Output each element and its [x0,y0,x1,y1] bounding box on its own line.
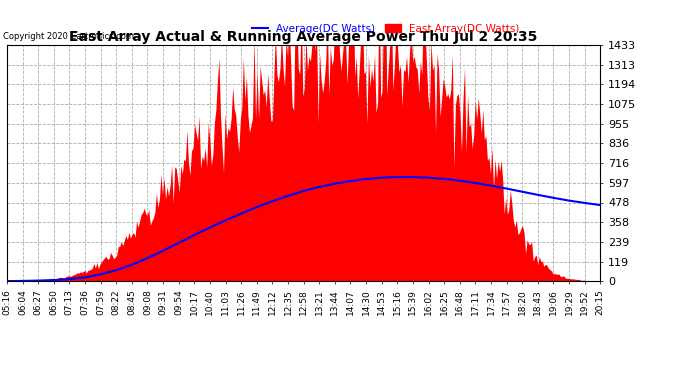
Text: Copyright 2020 Cartronics.com: Copyright 2020 Cartronics.com [3,32,135,41]
Legend: Average(DC Watts), East Array(DC Watts): Average(DC Watts), East Array(DC Watts) [248,20,524,38]
Title: East Array Actual & Running Average Power Thu Jul 2 20:35: East Array Actual & Running Average Powe… [70,30,538,44]
